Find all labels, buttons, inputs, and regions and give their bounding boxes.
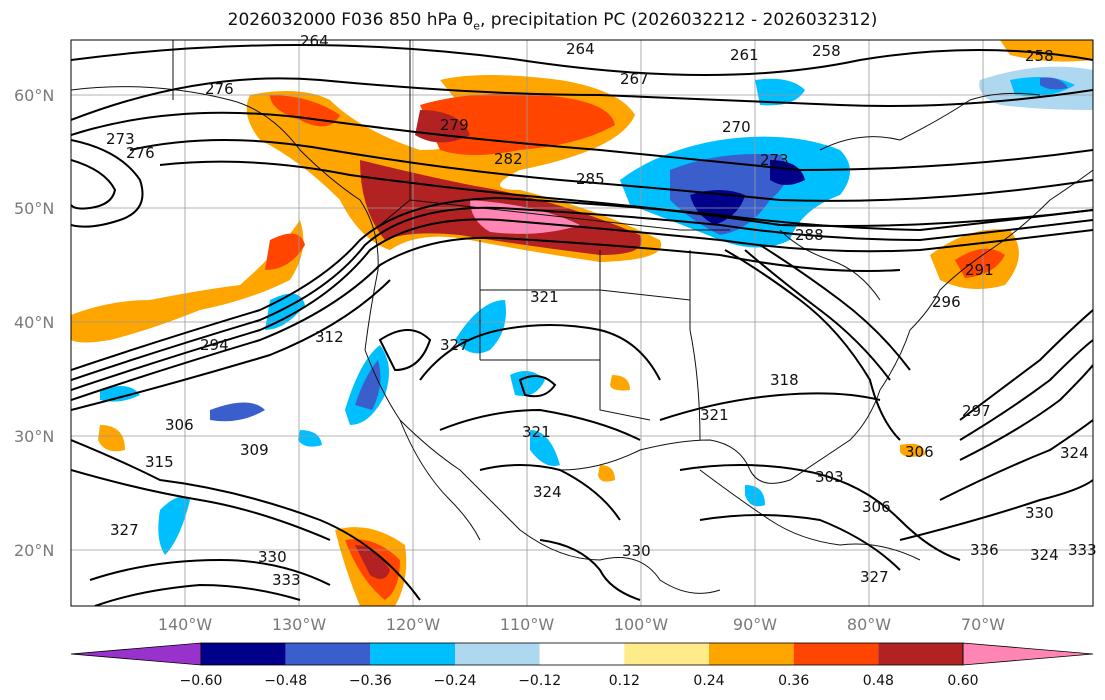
- contour-label: 306: [165, 416, 194, 434]
- contour-label: 336: [970, 541, 999, 559]
- contour-label: 285: [576, 170, 605, 188]
- lon-label: 120°W: [386, 615, 441, 634]
- lat-label: 50°N: [14, 199, 54, 218]
- contour-label: 306: [862, 498, 891, 516]
- lon-label: 140°W: [158, 615, 213, 634]
- contour-label: 315: [145, 453, 174, 471]
- contour-label: 327: [860, 568, 889, 586]
- contour-label: 321: [530, 288, 559, 306]
- colorbar-bin: [539, 643, 625, 665]
- latitude-labels: 60°N 50°N 40°N 30°N 20°N: [14, 86, 54, 560]
- contour-label: 303: [815, 468, 844, 486]
- colorbar-tick-label: −0.24: [434, 673, 477, 689]
- colorbar-tick-label: −0.12: [518, 673, 561, 689]
- contour-label: 258: [1025, 47, 1054, 65]
- colorbar-tick-label: 0.12: [609, 673, 640, 689]
- lon-label: 80°W: [847, 615, 891, 634]
- contour-label: 288: [795, 226, 824, 244]
- contour-label: 279: [440, 116, 469, 134]
- lon-label: 110°W: [500, 615, 555, 634]
- colorbar-bin: [878, 643, 963, 665]
- lon-label: 70°W: [961, 615, 1005, 634]
- contour-label: 333: [1068, 541, 1097, 559]
- colorbar-bin: [201, 643, 286, 665]
- colorbar-tick-label: 0.48: [863, 673, 894, 689]
- contour-label: 318: [770, 371, 799, 389]
- contour-label: 282: [494, 150, 523, 168]
- contour-labels: 264 264 258 258 261 267 276 273 276 279 …: [106, 32, 1097, 589]
- map-border: [70, 39, 1094, 607]
- contour-label: 333: [272, 571, 301, 589]
- contour-label: 276: [126, 144, 155, 162]
- colorbar-tick-label: −0.36: [349, 673, 392, 689]
- contour-label: 294: [200, 336, 229, 354]
- contour-label: 267: [620, 70, 649, 88]
- lat-label: 20°N: [14, 541, 54, 560]
- colorbar-bin: [455, 643, 540, 665]
- colorbar-tick-label: 0.60: [947, 673, 978, 689]
- contour-label: 296: [932, 293, 961, 311]
- contour-label: 330: [1025, 504, 1054, 522]
- contour-label: 312: [315, 328, 344, 346]
- contour-label: 291: [965, 261, 994, 279]
- colorbar-bin: [709, 643, 794, 665]
- lat-label: 30°N: [14, 427, 54, 446]
- lon-label: 90°W: [733, 615, 777, 634]
- longitude-labels: 140°W 130°W 120°W 110°W 100°W 90°W 80°W …: [158, 615, 1005, 634]
- contour-label: 327: [110, 521, 139, 539]
- colorbar-bin: [793, 643, 879, 665]
- colorbar-outline: [200, 642, 964, 666]
- contour-label: 264: [300, 32, 329, 50]
- contour-label: 321: [700, 406, 729, 424]
- colorbar-extend-high: [962, 642, 1094, 666]
- colorbar-extend-low: [70, 642, 202, 666]
- lat-label: 40°N: [14, 313, 54, 332]
- lat-label: 60°N: [14, 86, 54, 105]
- colorbar-tick-label: 0.36: [778, 673, 809, 689]
- contour-label: 297: [962, 402, 991, 420]
- contour-label: 324: [1030, 546, 1059, 564]
- map-title: 2026032000 F036 850 hPa θe, precipitatio…: [227, 10, 878, 33]
- lon-label: 130°W: [272, 615, 327, 634]
- contour-label: 258: [812, 42, 841, 60]
- colorbar-bin: [370, 643, 455, 665]
- colorbar-tick-label: −0.48: [264, 673, 307, 689]
- contour-label: 306: [905, 443, 934, 461]
- colorbar-bin: [624, 643, 709, 665]
- contour-label: 309: [240, 441, 269, 459]
- contour-label: 330: [622, 542, 651, 560]
- colorbar-tick-label: −0.60: [180, 673, 223, 689]
- contour-label: 261: [730, 46, 759, 64]
- contour-label: 273: [760, 151, 789, 169]
- colorbar: −0.60 −0.48 −0.36 −0.24 −0.12 0.12 0.24 0.36 0.4…: [70, 642, 1094, 689]
- contour-label: 321: [522, 423, 551, 441]
- precip-shading: [71, 40, 1093, 606]
- lon-label: 100°W: [614, 615, 669, 634]
- contour-label: 324: [533, 483, 562, 501]
- colorbar-tick-label: 0.24: [693, 673, 724, 689]
- contour-label: 264: [566, 40, 595, 58]
- colorbar-bin: [285, 643, 371, 665]
- contour-label: 324: [1060, 444, 1089, 462]
- contour-label: 276: [205, 80, 234, 98]
- contour-label: 270: [722, 118, 751, 136]
- coastlines: [71, 40, 1093, 594]
- contour-label: 330: [258, 548, 287, 566]
- theta-e-contours: [71, 44, 1093, 606]
- contour-label: 273: [106, 130, 135, 148]
- contour-label: 327: [440, 336, 469, 354]
